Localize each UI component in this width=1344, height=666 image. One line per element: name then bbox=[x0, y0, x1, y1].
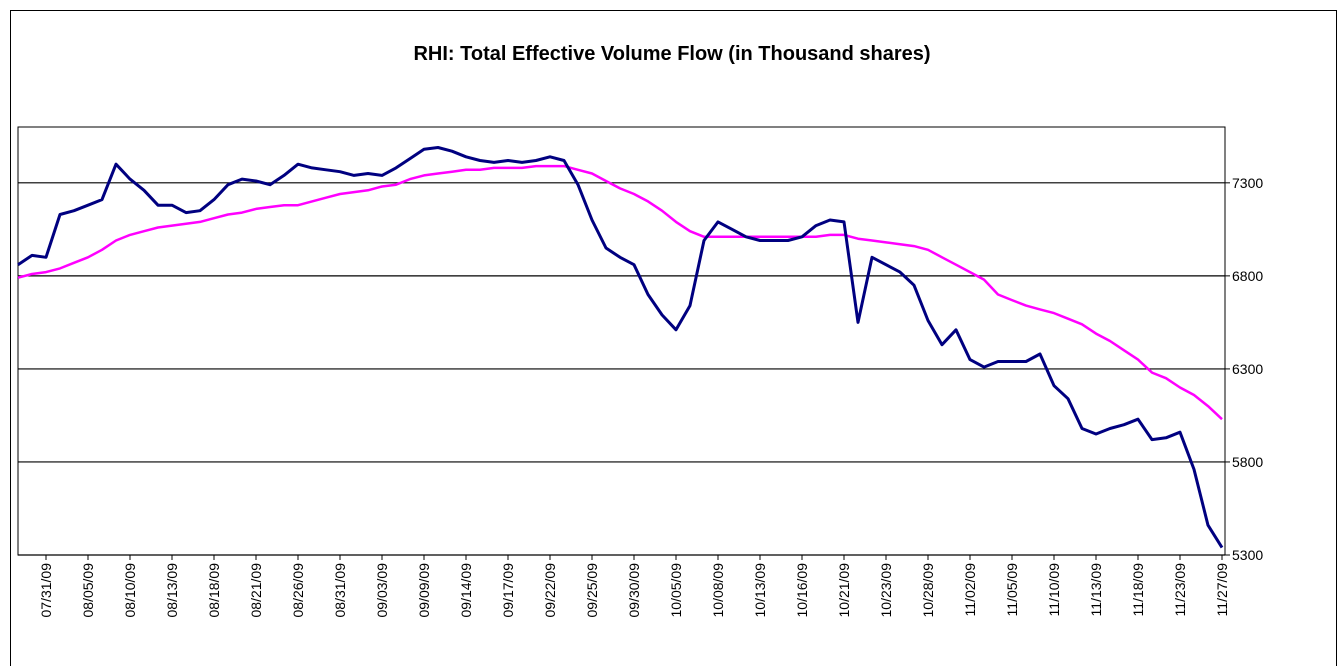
x-tick-label: 11/10/09 bbox=[1046, 563, 1062, 617]
x-tick-label: 10/28/09 bbox=[920, 563, 936, 618]
x-tick-label: 08/31/09 bbox=[332, 563, 348, 618]
plot-area bbox=[17, 126, 1226, 556]
x-tick-label: 08/26/09 bbox=[290, 563, 306, 618]
x-tick-label: 10/23/09 bbox=[878, 563, 894, 618]
x-tick-label: 09/17/09 bbox=[500, 563, 516, 618]
x-tick-label: 11/23/09 bbox=[1172, 563, 1188, 617]
x-tick-label: 10/05/09 bbox=[668, 563, 684, 618]
x-tick-label: 11/27/09 bbox=[1214, 563, 1230, 617]
x-tick-label: 11/13/09 bbox=[1088, 563, 1104, 617]
chart-title: RHI: Total Effective Volume Flow (in Tho… bbox=[413, 43, 930, 65]
x-tick-label: 08/13/09 bbox=[164, 563, 180, 618]
x-tick-label: 09/09/09 bbox=[416, 563, 432, 618]
x-tick-label: 09/14/09 bbox=[458, 563, 474, 618]
x-tick-label: 09/22/09 bbox=[542, 563, 558, 618]
x-tick-label: 11/18/09 bbox=[1130, 563, 1146, 617]
y-tick-label: 5300 bbox=[1232, 547, 1263, 563]
x-tick-label: 08/21/09 bbox=[248, 563, 264, 618]
x-tick-label: 11/02/09 bbox=[962, 563, 978, 617]
x-tick-label: 11/05/09 bbox=[1004, 563, 1020, 617]
y-tick-label: 5800 bbox=[1232, 454, 1263, 470]
x-tick-label: 09/03/09 bbox=[374, 563, 390, 618]
x-tick-label: 08/05/09 bbox=[80, 563, 96, 618]
x-tick-label: 08/18/09 bbox=[206, 563, 222, 618]
series-line bbox=[17, 164, 1223, 421]
x-tick-label: 08/10/09 bbox=[122, 563, 138, 618]
y-tick-label: 7300 bbox=[1232, 175, 1263, 191]
y-tick-label: 6300 bbox=[1232, 361, 1263, 377]
x-tick-label: 07/31/09 bbox=[38, 563, 54, 618]
series-line bbox=[17, 146, 1224, 549]
x-tick-label: 10/13/09 bbox=[752, 563, 768, 618]
x-tick-label: 10/16/09 bbox=[794, 563, 810, 618]
x-tick-label: 10/08/09 bbox=[710, 563, 726, 618]
x-tick-label: 10/21/09 bbox=[836, 563, 852, 618]
y-tick-label: 6800 bbox=[1232, 268, 1263, 284]
x-tick-label: 09/30/09 bbox=[626, 563, 642, 618]
x-tick-label: 09/25/09 bbox=[584, 563, 600, 618]
